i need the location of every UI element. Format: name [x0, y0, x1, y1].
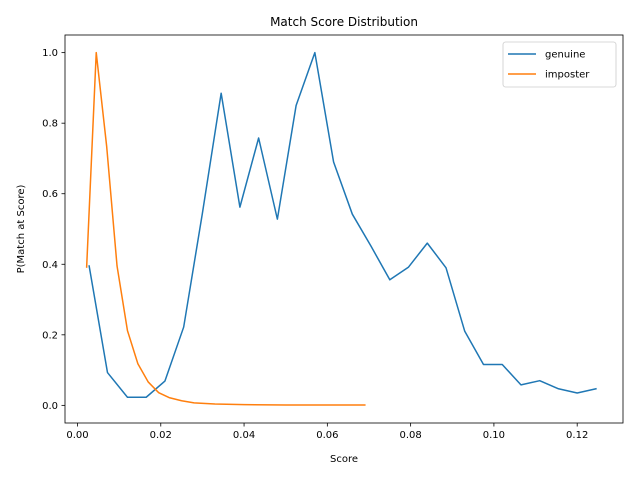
- x-tick-label: 0.08: [399, 430, 421, 441]
- series-line-imposter: [85, 51, 366, 406]
- x-tick-label: 0.06: [316, 430, 338, 441]
- legend: genuine imposter: [502, 41, 617, 88]
- x-tick-label: 0.12: [566, 430, 588, 441]
- y-tick-label: 0.6: [42, 189, 58, 200]
- y-tick-label: 0.4: [42, 260, 58, 271]
- legend-label-genuine: genuine: [545, 50, 585, 61]
- y-tick-label: 0.2: [42, 330, 58, 341]
- x-tick-label: 0.10: [483, 430, 505, 441]
- chart-title: Match Score Distribution: [270, 15, 418, 29]
- plot-frame: [64, 34, 624, 424]
- y-axis-label: P(Match at Score): [16, 185, 27, 274]
- x-tick-label: 0.00: [66, 430, 88, 441]
- y-tick-label: 1.0: [42, 48, 58, 59]
- y-tick-label: 0.0: [42, 401, 58, 412]
- x-tick-label: 0.02: [150, 430, 172, 441]
- x-tick-label: 0.04: [233, 430, 255, 441]
- x-axis: 0.00 0.02 0.04 0.06 0.08 0.10 0.12: [66, 423, 588, 441]
- y-axis: 0.0 0.2 0.4 0.6 0.8 1.0: [42, 48, 65, 412]
- legend-label-imposter: imposter: [545, 70, 590, 81]
- x-axis-label: Score: [330, 454, 358, 465]
- y-tick-label: 0.8: [42, 119, 58, 130]
- plot-lines: [85, 51, 597, 406]
- series-line-genuine: [88, 51, 597, 398]
